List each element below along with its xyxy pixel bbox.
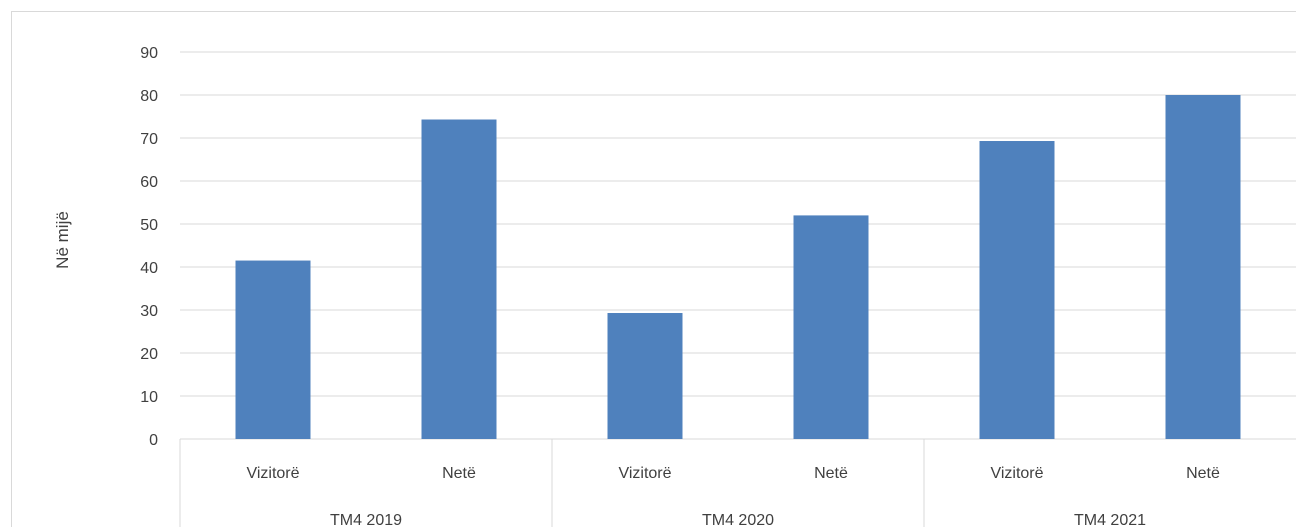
x-group-label: TM4 2021	[1074, 512, 1146, 527]
x-group-label: TM4 2020	[702, 512, 774, 527]
y-tick-label: 20	[140, 346, 158, 363]
y-tick-label: 70	[140, 131, 158, 148]
x-category-label: Vizitorë	[990, 465, 1043, 482]
chart-frame	[11, 11, 1296, 527]
x-category-label: Netë	[1186, 465, 1220, 482]
bars	[235, 95, 1241, 439]
bar	[235, 260, 311, 439]
x-category-label: Vizitorë	[618, 465, 671, 482]
bar	[979, 141, 1055, 439]
x-group-label: TM4 2019	[330, 512, 402, 527]
y-tick-label: 60	[140, 174, 158, 191]
y-tick-label: 10	[140, 389, 158, 406]
bar	[607, 313, 683, 439]
x-category-label: Netë	[442, 465, 476, 482]
y-tick-label: 40	[140, 260, 158, 277]
y-axis-label: Në mijë	[53, 211, 72, 269]
x-category-label: Netë	[814, 465, 848, 482]
y-axis-ticks: 0 10 20 30 40 50 60 70 80 90	[140, 45, 158, 449]
bar	[421, 119, 497, 439]
category-axis: Vizitorë Netë TM4 2019 Vizitorë Netë TM4 2020…	[179, 439, 1220, 527]
y-tick-label: 50	[140, 217, 158, 234]
y-tick-label: 30	[140, 303, 158, 320]
y-tick-label: 80	[140, 88, 158, 105]
bar	[793, 215, 869, 439]
bar	[1165, 95, 1241, 439]
y-tick-label: 90	[140, 45, 158, 62]
y-tick-label: 0	[149, 432, 158, 449]
x-category-label: Vizitorë	[246, 465, 299, 482]
gridlines	[180, 51, 1296, 440]
